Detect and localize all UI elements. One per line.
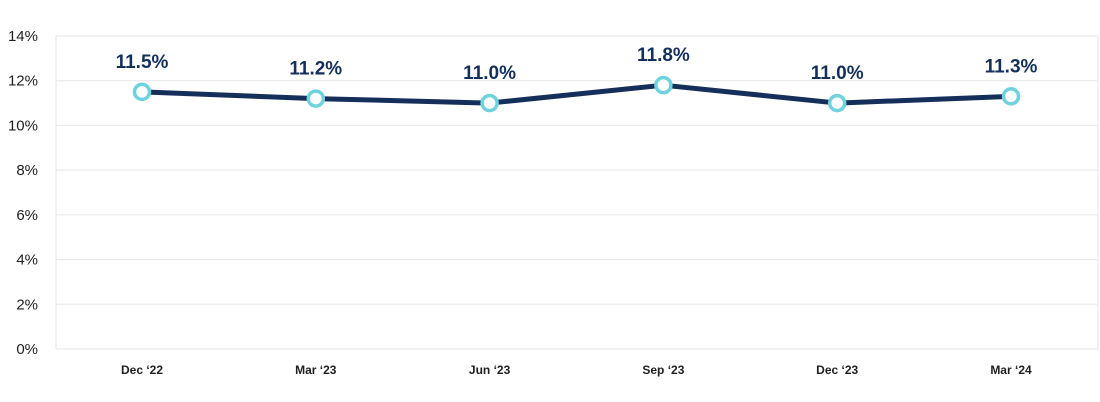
series	[139, 82, 1014, 106]
y-tick-label: 10%	[8, 117, 38, 134]
data-point	[827, 93, 847, 113]
y-tick-label: 8%	[16, 162, 38, 179]
data-point	[132, 82, 152, 102]
x-tick-label: Sep ‘23	[642, 363, 684, 377]
data-points	[132, 75, 1021, 113]
y-tick-label: 12%	[8, 73, 38, 90]
y-tick-label: 4%	[16, 252, 38, 269]
x-tick-label: Dec ‘22	[121, 363, 163, 377]
gridlines	[55, 35, 1099, 350]
data-label: 11.8%	[637, 45, 690, 66]
data-label: 11.0%	[463, 63, 516, 84]
y-tick-label: 14%	[8, 28, 38, 45]
data-point	[306, 89, 326, 108]
data-label: 11.3%	[985, 56, 1038, 77]
data-label: 11.5%	[116, 52, 169, 73]
data-label: 11.0%	[811, 63, 864, 84]
x-tick-label: Jun ‘23	[469, 363, 511, 377]
y-axis-ticks: 0% 2% 4% 6% 8% 10% 12% 14%	[8, 28, 38, 358]
data-point	[654, 75, 673, 95]
y-tick-label: 0%	[16, 341, 38, 358]
x-tick-label: Mar ‘23	[295, 363, 337, 377]
data-point	[480, 93, 499, 113]
data-label: 11.2%	[289, 59, 342, 80]
y-tick-label: 2%	[16, 296, 38, 313]
y-tick-label: 6%	[16, 207, 38, 224]
data-point	[1001, 87, 1021, 106]
series-line	[139, 82, 1014, 106]
x-tick-label: Dec ‘23	[816, 363, 858, 377]
x-tick-label: Mar ‘24	[990, 363, 1032, 377]
x-axis-ticks: Dec ‘22 Mar ‘23 Jun ‘23 Sep ‘23 Dec ‘23 Mar ‘…	[121, 363, 1032, 377]
data-labels: 11.5% 11.2% 11.0% 11.8% 11.0% 11.3%	[116, 45, 1038, 84]
